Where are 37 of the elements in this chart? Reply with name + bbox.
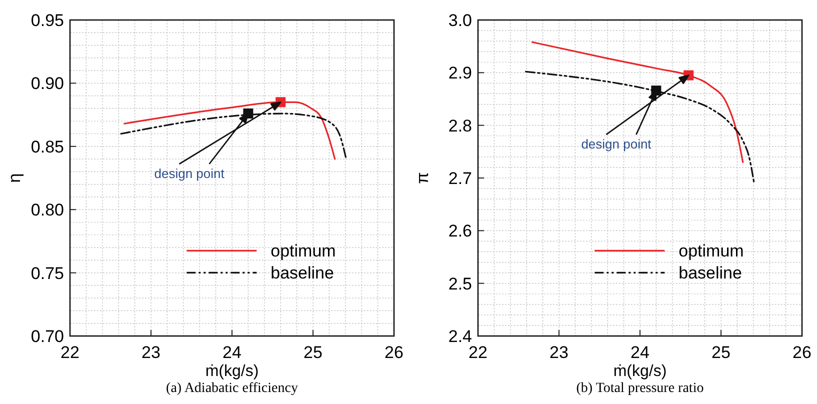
y-tick-label: 0.85 bbox=[30, 137, 64, 156]
y-tick-label: 2.9 bbox=[448, 64, 472, 83]
legend-label: optimum bbox=[678, 242, 744, 261]
x-tick-label: 24 bbox=[630, 343, 650, 362]
y-tick-label: 2.8 bbox=[448, 116, 472, 136]
annotation: design point bbox=[581, 136, 652, 152]
x-tick-label: 25 bbox=[712, 343, 730, 362]
x-tick-label: 22 bbox=[60, 343, 80, 362]
y-tick-label: 0.80 bbox=[30, 200, 64, 220]
y-axis-title: π bbox=[413, 172, 432, 184]
line-series bbox=[531, 41, 744, 163]
x-axis-title: ṁ(kg/s) bbox=[205, 363, 259, 380]
legend-label: optimum bbox=[270, 242, 336, 261]
text: (b) Total pressure ratio bbox=[576, 381, 704, 396]
x-tick-label: 23 bbox=[550, 343, 568, 362]
y-tick-label: 2.5 bbox=[448, 274, 472, 294]
x-tick-label: 23 bbox=[142, 343, 160, 362]
x-axis-title: ṁ(kg/s) bbox=[613, 363, 667, 380]
annotation: design point bbox=[154, 166, 225, 181]
x-tick-label: 22 bbox=[468, 343, 488, 362]
y-tick-label: 0.95 bbox=[30, 11, 64, 30]
text: (a) Adiabatic efficiency bbox=[166, 381, 298, 396]
x-tick-label: 25 bbox=[304, 343, 322, 362]
y-tick-label: 3.0 bbox=[448, 11, 472, 30]
x-tick-label: 24 bbox=[222, 343, 242, 362]
y-tick-label: 2.4 bbox=[448, 327, 472, 346]
legend-label: baseline bbox=[270, 264, 334, 283]
y-tick-label: 2.7 bbox=[448, 169, 472, 188]
x-tick-label: 26 bbox=[792, 343, 812, 362]
x-tick-label: 26 bbox=[384, 343, 404, 362]
y-tick-label: 0.70 bbox=[30, 327, 64, 346]
line-series bbox=[524, 70, 756, 185]
y-tick-label: 0.90 bbox=[30, 74, 64, 94]
y-axis-title: η bbox=[5, 173, 24, 183]
legend-label: baseline bbox=[678, 264, 742, 283]
y-tick-label: 0.75 bbox=[30, 264, 64, 283]
y-tick-label: 2.6 bbox=[448, 222, 472, 241]
